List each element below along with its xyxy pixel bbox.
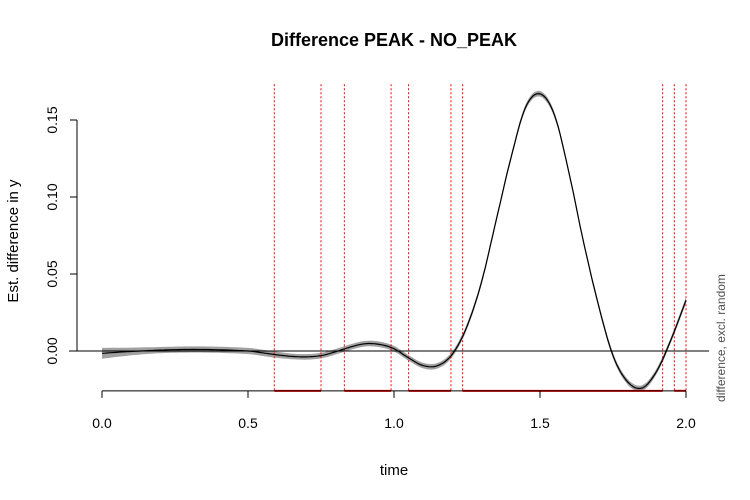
confidence-band-layer (102, 90, 686, 392)
x-tick-label: 0.0 (92, 415, 112, 431)
estimate-line (101, 92, 687, 390)
estimate-line-layer (101, 92, 687, 390)
y-axis-label: Est. difference in y (5, 179, 22, 303)
y-tick-label: 0.05 (44, 260, 60, 287)
confidence-band (102, 90, 686, 392)
axes-layer: 0.0 0.5 1.0 1.5 2.0 0.00 0.05 0.10 0.15 (44, 106, 696, 431)
x-tick-label: 2.0 (676, 415, 696, 431)
x-axis-label: time (380, 462, 408, 479)
chart-title: Difference PEAK - NO_PEAK (271, 30, 517, 50)
y-tick-label: 0.15 (44, 106, 60, 133)
x-tick-label: 0.5 (238, 415, 258, 431)
y-tick-label: 0.00 (44, 337, 60, 364)
side-label: difference, excl. random (714, 274, 728, 402)
significance-layer (273, 84, 687, 392)
x-tick-label: 1.0 (384, 415, 404, 431)
x-tick-label: 1.5 (530, 415, 550, 431)
y-tick-label: 0.10 (44, 183, 60, 210)
